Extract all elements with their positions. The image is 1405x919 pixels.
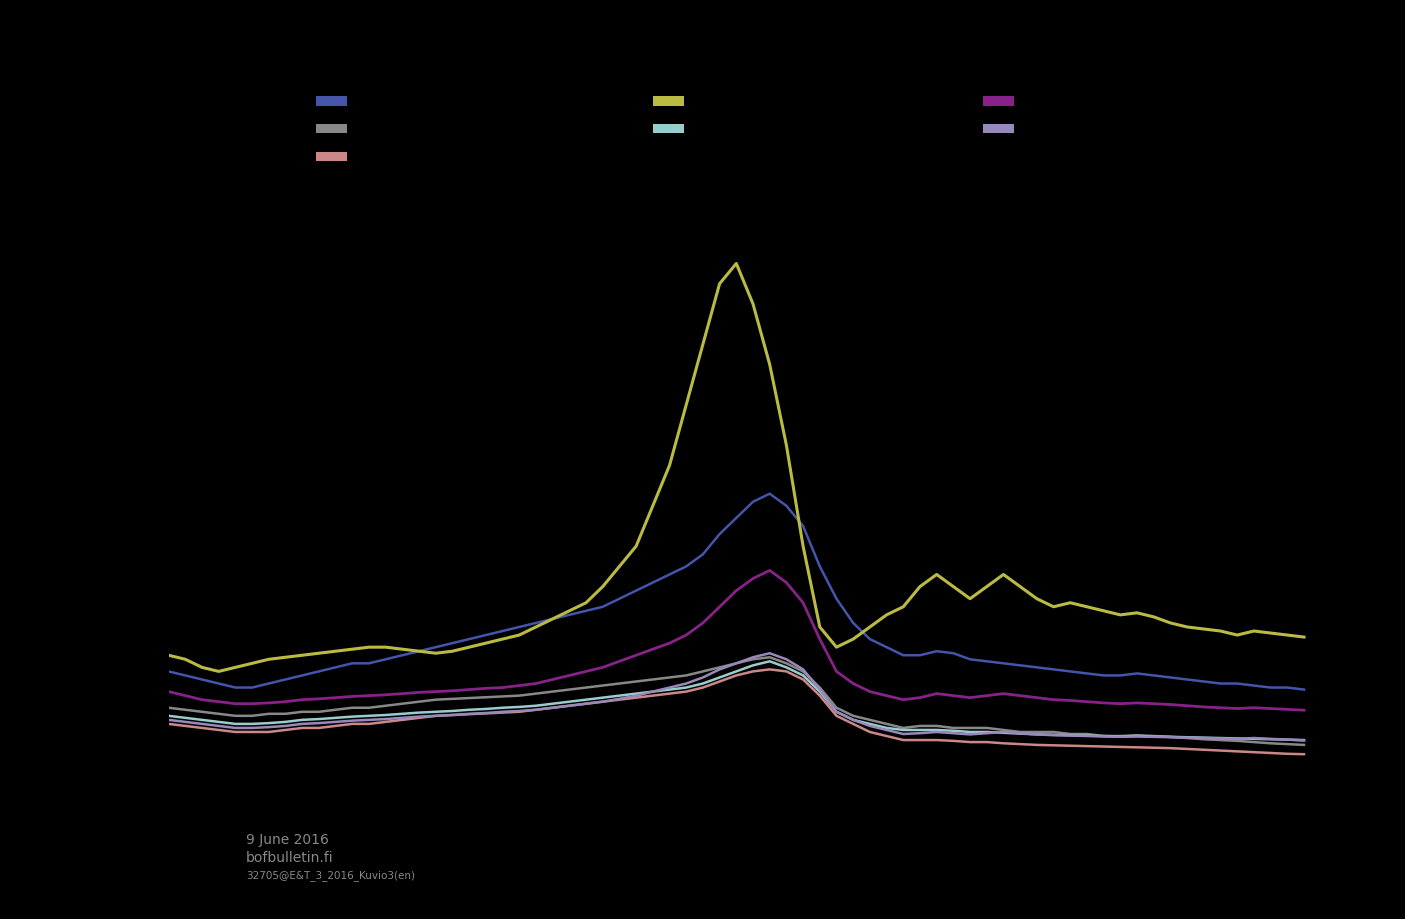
Text: 32705@E&T_3_2016_Kuvio3(en): 32705@E&T_3_2016_Kuvio3(en) bbox=[246, 870, 414, 881]
Text: 9 June 2016: 9 June 2016 bbox=[246, 833, 329, 846]
Text: bofbulletin.fi: bofbulletin.fi bbox=[246, 851, 333, 865]
